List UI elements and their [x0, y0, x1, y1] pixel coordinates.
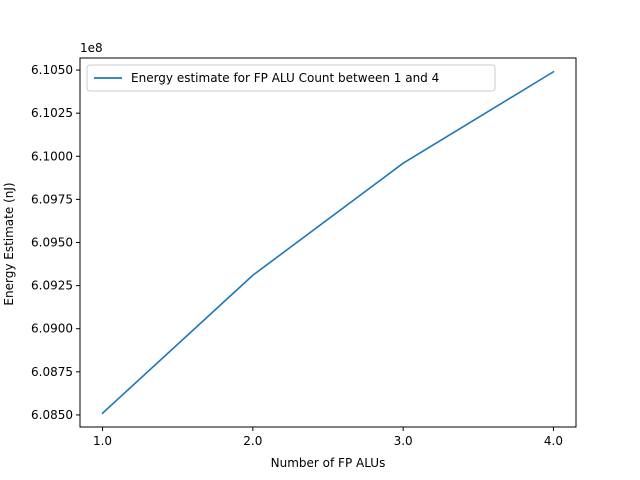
y-tick-label: 6.1025 — [31, 106, 73, 120]
x-tick-label: 2.0 — [243, 434, 262, 448]
legend-label: Energy estimate for FP ALU Count between… — [131, 71, 439, 85]
series-line-0 — [101, 70, 555, 415]
y-tick-label: 6.0925 — [31, 279, 73, 293]
legend: Energy estimate for FP ALU Count between… — [86, 64, 496, 92]
legend-box — [86, 64, 496, 92]
y-offset-text: 1e8 — [80, 41, 103, 55]
y-axis-label: Energy Estimate (nJ) — [2, 182, 16, 305]
y-tick-label: 6.0950 — [31, 236, 73, 250]
y-tick-label: 6.0850 — [31, 408, 73, 422]
y-tick-label: 6.0975 — [31, 192, 73, 206]
x-tick-label: 1.0 — [93, 434, 112, 448]
y-tick-label: 6.1000 — [31, 149, 73, 163]
y-tick-label: 6.0875 — [31, 365, 73, 379]
x-tick-label: 3.0 — [394, 434, 413, 448]
y-tick-label: 6.1050 — [31, 63, 73, 77]
x-tick-label: 4.0 — [544, 434, 563, 448]
y-tick-label: 6.0900 — [31, 322, 73, 336]
axis-ticks: 1.0 2.0 3.0 4.0 6.0850 6.0875 6.0900 6.0925 6.09… — [31, 63, 563, 448]
x-axis-label: Number of FP ALUs — [271, 456, 386, 470]
